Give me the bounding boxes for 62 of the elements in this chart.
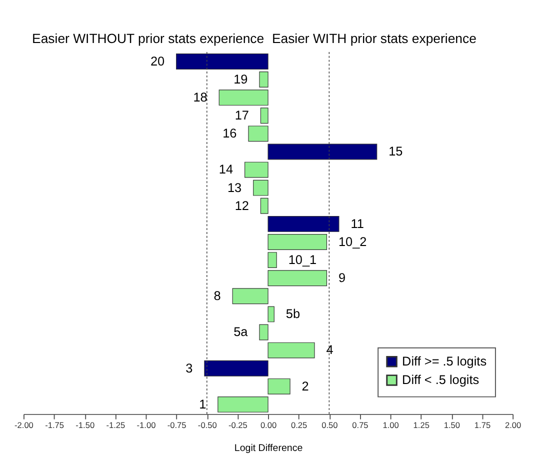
legend-label: Diff >= .5 logits — [402, 354, 487, 369]
bar — [268, 270, 328, 286]
legend-label: Diff < .5 logits — [402, 372, 480, 388]
y-tick-label: 5b — [286, 306, 300, 322]
bar — [259, 72, 268, 88]
y-tick-label: 12 — [234, 198, 249, 213]
text: Easier WITHOUT prior stats experience — [32, 31, 264, 46]
bar — [268, 342, 315, 358]
x-tick-label: 2.00 — [505, 420, 522, 430]
y-tick-label: 1 — [199, 396, 206, 412]
x-tick-label: -1.00 — [136, 420, 156, 430]
y-tick-label: 2 — [302, 378, 309, 394]
y-tick-label: 8 — [214, 288, 221, 304]
y-tick-label: 10_2 — [338, 234, 367, 249]
x-tick-label: 0.75 — [352, 420, 369, 430]
x-axis-title: Logit Difference — [234, 443, 303, 454]
x-tick-label: 0.25 — [291, 420, 308, 430]
y-tick-label: 5a — [234, 324, 249, 340]
bar — [268, 234, 328, 250]
y-tick-label: 15 — [388, 144, 403, 159]
x-tick-label: 1.75 — [474, 420, 491, 430]
y-tick-label: 10_1 — [288, 252, 317, 267]
bar — [268, 306, 274, 322]
bar — [176, 54, 268, 70]
bar — [232, 288, 268, 304]
y-tick-label: 13 — [227, 180, 242, 195]
bar — [260, 108, 268, 124]
x-tick-label: -2.00 — [14, 420, 34, 430]
y-tick-label: 4 — [326, 342, 334, 358]
x-tick-label: -0.75 — [167, 420, 187, 430]
y-tick-label: 19 — [234, 71, 248, 86]
bar — [260, 198, 268, 214]
y-tick-label: 3 — [186, 360, 193, 376]
y-tick-label: 14 — [218, 162, 234, 177]
x-tick-label: -1.75 — [45, 420, 64, 430]
bar — [244, 162, 268, 178]
y-tick-label: 16 — [222, 126, 237, 141]
x-tick-label: 0.00 — [260, 420, 277, 430]
text: Easier WITH prior stats experience — [272, 31, 476, 46]
x-tick-label: 1.00 — [382, 420, 400, 430]
x-tick-label: -0.25 — [228, 420, 248, 430]
bar — [204, 360, 268, 376]
y-tick-label: 17 — [234, 108, 249, 123]
bar — [248, 126, 268, 142]
bar — [259, 324, 268, 340]
x-tick-label: -1.50 — [76, 420, 95, 430]
bar — [218, 90, 268, 106]
bar — [268, 378, 290, 394]
bar — [268, 144, 378, 160]
bar — [218, 396, 268, 412]
bar — [253, 180, 268, 196]
x-tick-label: 1.25 — [413, 420, 430, 430]
y-tick-label: 20 — [150, 53, 165, 68]
y-tick-label: 11 — [350, 216, 364, 231]
x-tick-label: 0.50 — [322, 420, 338, 430]
y-tick-label: 9 — [338, 270, 346, 286]
bar — [268, 252, 277, 268]
x-tick-label: -1.25 — [106, 420, 126, 430]
y-tick-label: 18 — [193, 89, 208, 104]
bar — [268, 216, 340, 232]
x-tick-label: -0.50 — [198, 420, 218, 430]
x-tick-label: 1.50 — [444, 420, 460, 430]
